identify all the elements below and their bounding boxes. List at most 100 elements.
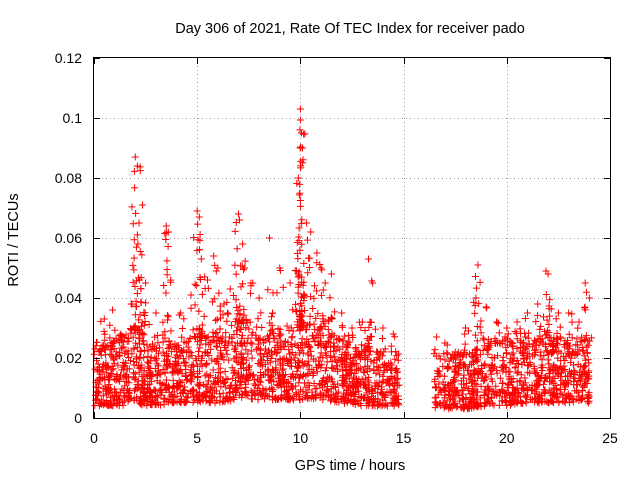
data-point-marker bbox=[461, 340, 469, 348]
data-point-marker bbox=[474, 403, 482, 411]
data-point-marker bbox=[296, 116, 304, 124]
data-point-marker bbox=[513, 318, 521, 326]
data-point-marker bbox=[294, 174, 302, 182]
data-point-marker bbox=[234, 310, 242, 318]
data-point-marker bbox=[495, 401, 503, 409]
y-tick-label: 0.12 bbox=[55, 50, 82, 66]
data-point-marker bbox=[141, 317, 149, 325]
data-point-marker bbox=[135, 364, 143, 372]
data-point-marker bbox=[136, 167, 144, 175]
data-point-marker bbox=[268, 351, 276, 359]
data-point-marker bbox=[215, 289, 223, 297]
data-point-marker bbox=[367, 357, 375, 365]
data-point-marker bbox=[307, 293, 315, 301]
data-point-marker bbox=[499, 387, 507, 395]
data-point-marker bbox=[393, 392, 401, 400]
data-point-marker bbox=[502, 344, 510, 352]
data-point-marker bbox=[553, 364, 561, 372]
data-point-marker bbox=[464, 366, 472, 374]
data-point-marker bbox=[368, 386, 376, 394]
data-point-marker bbox=[568, 350, 576, 358]
data-point-marker bbox=[344, 350, 352, 358]
data-point-marker bbox=[545, 328, 553, 336]
data-point-marker bbox=[582, 288, 590, 296]
data-point-marker bbox=[300, 291, 308, 299]
data-point-marker bbox=[108, 363, 116, 371]
data-point-marker bbox=[140, 377, 148, 385]
data-point-marker bbox=[473, 381, 481, 389]
data-point-marker bbox=[131, 153, 139, 161]
data-point-marker bbox=[473, 322, 481, 330]
data-point-marker bbox=[285, 327, 293, 335]
data-point-marker bbox=[130, 369, 138, 377]
data-point-marker bbox=[326, 334, 334, 342]
data-point-marker bbox=[136, 334, 144, 342]
data-point-marker bbox=[321, 349, 329, 357]
data-point-marker bbox=[194, 370, 202, 378]
data-point-marker bbox=[509, 383, 517, 391]
data-point-marker bbox=[239, 280, 247, 288]
data-point-marker bbox=[116, 352, 124, 360]
data-point-marker bbox=[313, 368, 321, 376]
data-point-marker bbox=[313, 384, 321, 392]
data-point-marker bbox=[154, 372, 162, 380]
data-point-marker bbox=[361, 353, 369, 361]
data-point-marker bbox=[300, 259, 308, 267]
data-point-marker bbox=[328, 364, 336, 372]
data-point-marker bbox=[298, 216, 306, 224]
data-point-marker bbox=[572, 341, 580, 349]
data-point-marker bbox=[229, 292, 237, 300]
data-point-marker bbox=[222, 346, 230, 354]
data-point-marker bbox=[521, 314, 529, 322]
data-point-marker bbox=[300, 290, 308, 298]
data-point-marker bbox=[348, 360, 356, 368]
data-point-marker bbox=[328, 357, 336, 365]
data-point-marker bbox=[213, 315, 221, 323]
data-point-marker bbox=[583, 349, 591, 357]
data-point-marker bbox=[279, 342, 287, 350]
data-point-marker bbox=[314, 326, 322, 334]
data-point-marker bbox=[122, 389, 130, 397]
data-point-marker bbox=[183, 376, 191, 384]
data-point-marker bbox=[195, 307, 203, 315]
data-point-marker bbox=[457, 380, 465, 388]
data-point-marker bbox=[567, 359, 575, 367]
data-point-marker bbox=[301, 130, 309, 138]
data-point-marker bbox=[249, 372, 257, 380]
data-point-marker bbox=[233, 339, 241, 347]
data-point-marker bbox=[268, 373, 276, 381]
data-point-marker bbox=[119, 338, 127, 346]
data-point-marker bbox=[143, 341, 151, 349]
data-point-marker bbox=[431, 346, 439, 354]
data-point-marker bbox=[574, 324, 582, 332]
data-point-marker bbox=[294, 357, 302, 365]
data-point-marker bbox=[242, 346, 250, 354]
data-point-marker bbox=[304, 357, 312, 365]
data-point-marker bbox=[222, 329, 230, 337]
data-point-marker bbox=[191, 301, 199, 309]
data-point-marker bbox=[367, 318, 375, 326]
data-point-marker bbox=[379, 396, 387, 404]
data-point-marker bbox=[561, 399, 569, 407]
data-point-marker bbox=[310, 294, 318, 302]
data-point-marker bbox=[395, 401, 403, 409]
data-point-marker bbox=[543, 316, 551, 324]
data-point-marker bbox=[193, 207, 201, 215]
data-point-marker bbox=[154, 339, 162, 347]
data-point-marker bbox=[148, 345, 156, 353]
data-point-marker bbox=[518, 381, 526, 389]
data-point-marker bbox=[547, 397, 555, 405]
data-point-marker bbox=[246, 289, 254, 297]
data-point-marker bbox=[142, 279, 150, 287]
data-point-marker bbox=[130, 387, 138, 395]
data-point-marker bbox=[379, 372, 387, 380]
data-point-marker bbox=[327, 385, 335, 393]
data-point-marker bbox=[316, 261, 324, 269]
data-point-marker bbox=[393, 376, 401, 384]
data-point-marker bbox=[211, 329, 219, 337]
data-point-marker bbox=[374, 395, 382, 403]
data-point-marker bbox=[558, 377, 566, 385]
data-point-marker bbox=[575, 376, 583, 384]
data-point-marker bbox=[365, 255, 373, 263]
data-point-marker bbox=[133, 381, 141, 389]
